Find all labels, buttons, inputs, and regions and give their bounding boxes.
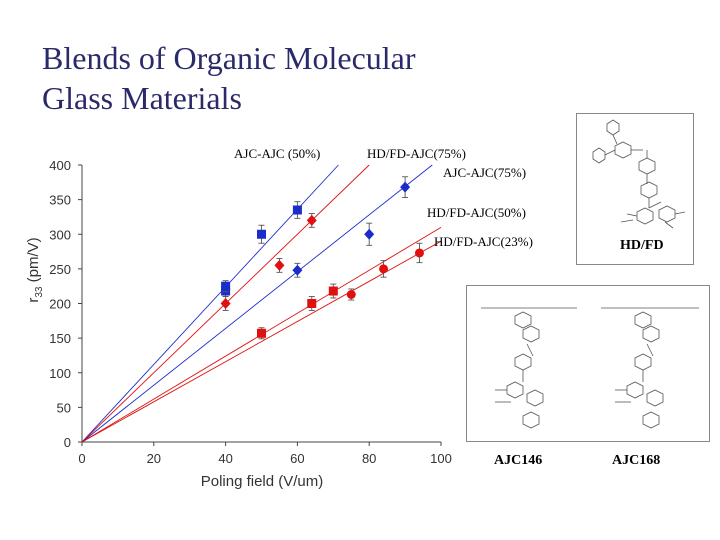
x-tick-label: 0 <box>78 451 85 466</box>
data-point-diamond <box>220 298 231 309</box>
data-point-diamond <box>400 181 411 193</box>
x-tick-label: 60 <box>290 451 304 466</box>
annotation-ajc-ajc-50: AJC-AJC (50%) <box>234 146 320 161</box>
chart-text: Poling field (V/um) r33 (pm/V) AJC-AJC (… <box>25 146 533 490</box>
y-axis-label-main: r <box>25 298 42 303</box>
y-tick-label: 400 <box>49 158 71 173</box>
data-point-square <box>292 205 302 215</box>
data-point-square <box>257 229 266 239</box>
annotation-hdfd-ajc-23: HD/FD-AJC(23%) <box>434 234 533 249</box>
ajc-structures-drawing <box>481 307 699 429</box>
x-axis-label: Poling field (V/um) <box>201 473 324 490</box>
y-tick-label: 50 <box>57 400 71 415</box>
x-tick-label: 100 <box>430 451 452 466</box>
ajc-structures-box <box>466 285 710 442</box>
hdfd-label: HD/FD <box>620 238 664 253</box>
x-tick-label: 40 <box>218 451 232 466</box>
hdfd-structure-drawing <box>592 119 686 229</box>
data-point-square <box>257 328 266 338</box>
y-axis-label: r33 (pm/V) <box>25 237 45 302</box>
fit-line <box>81 164 433 443</box>
chart-axes: 0 20 40 60 80 100 0 50 100 150 200 250 300 350 400 <box>49 158 452 466</box>
y-tick-label: 100 <box>49 366 71 381</box>
y-tick-label: 300 <box>49 227 71 242</box>
data-point-square <box>307 299 317 308</box>
ajc168-label: AJC168 <box>612 453 661 468</box>
data-point-diamond <box>306 214 317 226</box>
y-tick-label: 150 <box>49 331 71 346</box>
annotation-ajc-ajc-75: AJC-AJC(75%) <box>443 165 526 180</box>
annotation-hdfd-ajc-75: HD/FD-AJC(75%) <box>367 146 466 161</box>
data-point-square <box>328 286 338 296</box>
data-point-circle <box>346 289 356 299</box>
fit-line <box>81 240 442 443</box>
x-tick-label: 20 <box>147 451 161 466</box>
data-point-diamond <box>274 259 285 271</box>
y-tick-label: 250 <box>49 262 71 277</box>
data-point-square <box>221 281 231 291</box>
fit-lines <box>81 164 442 443</box>
annotation-hdfd-ajc-50: HD/FD-AJC(50%) <box>427 205 526 220</box>
slide-title: Blends of Organic Molecular Glass Materi… <box>42 38 522 118</box>
ajc146-label: AJC146 <box>494 453 543 468</box>
x-tick-label: 80 <box>362 451 376 466</box>
y-axis-label-sub: 33 <box>34 286 45 298</box>
data-point-circle <box>379 264 389 274</box>
data-point-circle <box>414 248 424 258</box>
slide-title-line-2: Glass Materials <box>42 80 242 116</box>
y-tick-label: 200 <box>49 297 71 312</box>
y-axis-label-rest: (pm/V) <box>25 237 42 286</box>
y-tick-label: 0 <box>64 435 71 450</box>
data-points <box>220 176 424 340</box>
slide-title-line-1: Blends of Organic Molecular <box>42 40 416 76</box>
y-tick-label: 350 <box>49 193 71 208</box>
data-point-diamond <box>364 228 375 240</box>
data-point-diamond <box>292 264 303 276</box>
hdfd-structure-box <box>576 113 694 265</box>
